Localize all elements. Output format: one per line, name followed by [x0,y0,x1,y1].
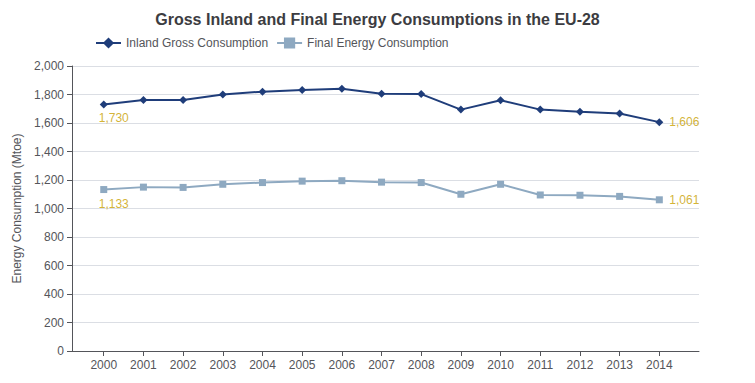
svg-text:Final Energy Consumption: Final Energy Consumption [307,36,448,50]
svg-text:2006: 2006 [328,358,355,372]
svg-text:2001: 2001 [130,358,157,372]
svg-text:2011: 2011 [527,358,553,372]
svg-text:2003: 2003 [209,358,236,372]
svg-text:600: 600 [44,259,64,273]
svg-text:2005: 2005 [289,358,316,372]
svg-text:1,000: 1,000 [34,202,64,216]
svg-text:1,606: 1,606 [669,115,699,129]
svg-text:2012: 2012 [567,358,594,372]
svg-text:1,800: 1,800 [34,88,64,102]
svg-text:400: 400 [44,287,64,301]
svg-text:2,000: 2,000 [34,59,64,73]
svg-text:2014: 2014 [646,358,673,372]
svg-text:2000: 2000 [90,358,117,372]
svg-text:800: 800 [44,230,64,244]
svg-text:2007: 2007 [368,358,395,372]
svg-text:2010: 2010 [487,358,514,372]
svg-text:0: 0 [57,344,64,358]
svg-text:Inland Gross Consumption: Inland Gross Consumption [126,36,268,50]
svg-text:1,400: 1,400 [34,145,64,159]
svg-text:2009: 2009 [448,358,475,372]
svg-text:Energy Consumption (Mtoe): Energy Consumption (Mtoe) [10,133,24,283]
svg-text:1,133: 1,133 [99,197,129,211]
svg-text:1,200: 1,200 [34,173,64,187]
svg-text:2004: 2004 [249,358,276,372]
svg-text:2008: 2008 [408,358,435,372]
svg-text:1,730: 1,730 [99,111,129,125]
svg-text:Gross Inland and Final Energy: Gross Inland and Final Energy Consumptio… [155,11,600,28]
svg-text:200: 200 [44,316,64,330]
svg-text:2002: 2002 [170,358,197,372]
svg-text:1,600: 1,600 [34,116,64,130]
svg-text:1,061: 1,061 [669,193,699,207]
svg-text:2013: 2013 [606,358,633,372]
